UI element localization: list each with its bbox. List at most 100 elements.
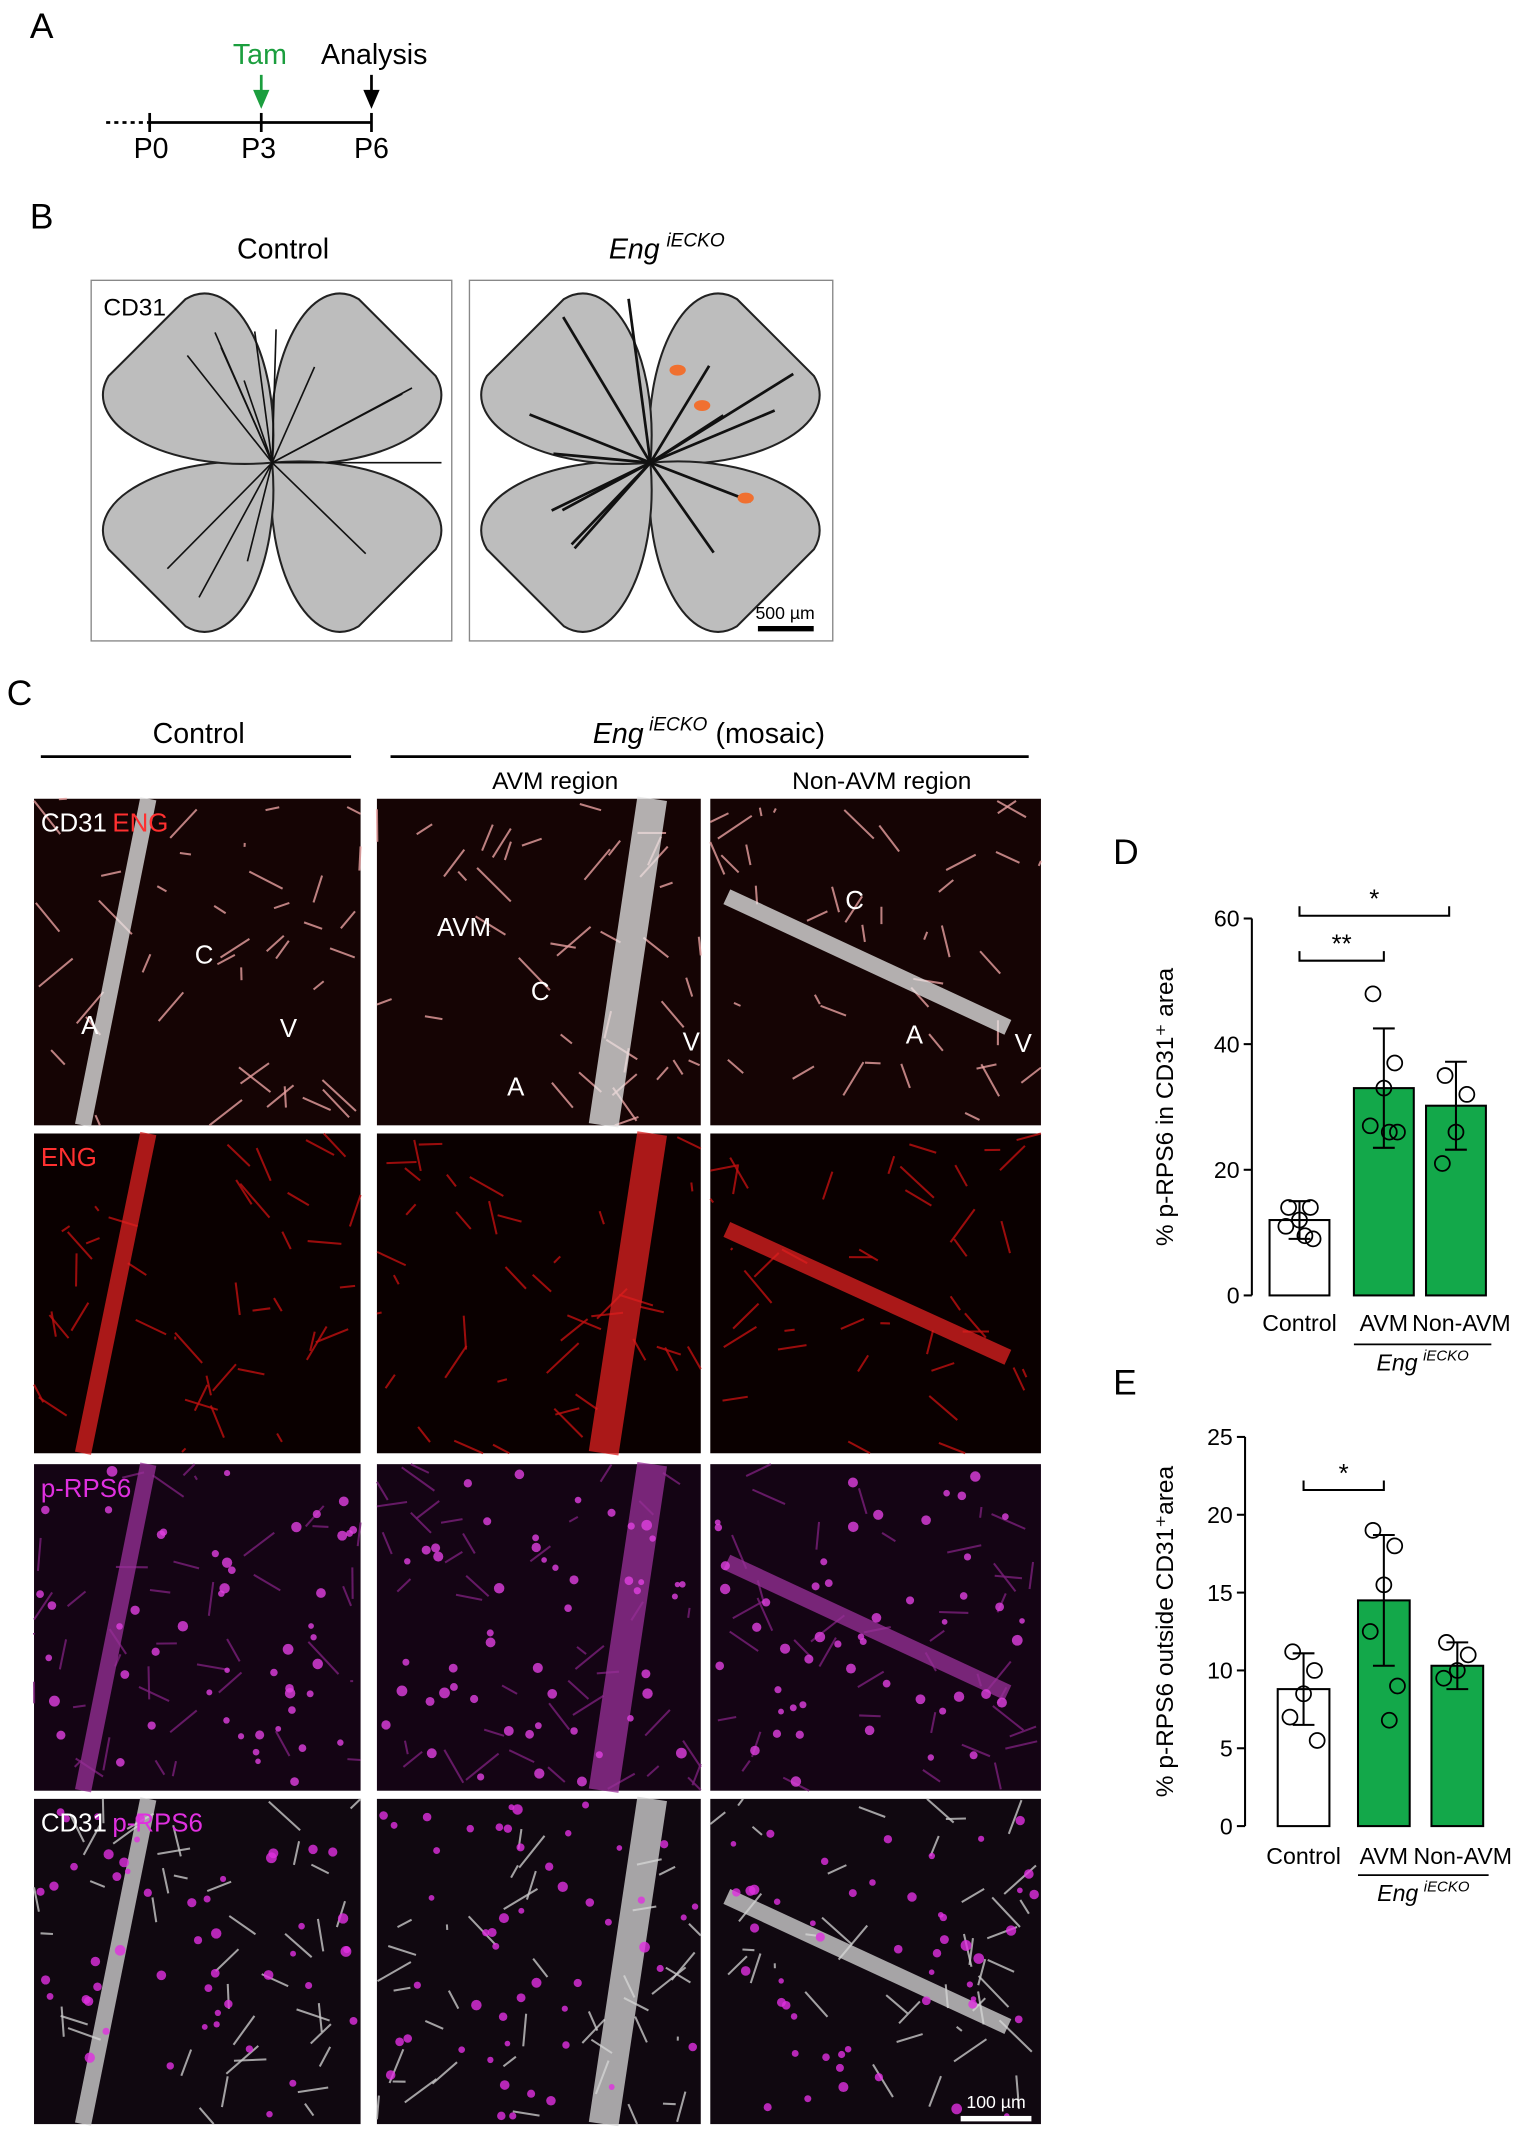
nucleus (634, 1587, 641, 1594)
x-tick-label: AVM (1360, 1843, 1408, 1869)
micrograph (710, 1464, 1041, 1791)
title-sup: iECKO (649, 715, 707, 736)
title-text: Eng (593, 718, 644, 750)
nucleus (973, 1953, 984, 1964)
nucleus (1015, 2015, 1023, 2023)
capillary (663, 2104, 676, 2105)
nucleus (791, 1776, 801, 1786)
nucleus (875, 2073, 883, 2081)
nucleus (825, 1579, 833, 1587)
nucleus (224, 1470, 230, 1476)
nucleus (848, 1522, 859, 1533)
image-annotation: A (507, 1073, 525, 1101)
nucleus (570, 1727, 578, 1735)
nucleus (804, 1655, 813, 1664)
data-point (1387, 1056, 1402, 1071)
nucleus (639, 1942, 650, 1953)
capillary (359, 846, 360, 870)
nucleus (836, 2064, 844, 2072)
nucleus (157, 1970, 167, 1980)
nucleus (906, 1596, 914, 1604)
nucleus (564, 1604, 572, 1612)
nucleus (119, 1857, 129, 1867)
nucleus (525, 1730, 534, 1739)
nucleus (339, 1496, 349, 1506)
nucleus (672, 1593, 678, 1599)
nucleus (224, 2000, 232, 2008)
nucleus (223, 1717, 230, 1724)
nucleus (873, 1510, 883, 1520)
nucleus (692, 1903, 698, 1909)
nucleus (423, 1813, 432, 1822)
nucleus (586, 1898, 595, 1907)
avm-mark (738, 493, 754, 504)
nucleus (308, 1845, 317, 1854)
nucleus (487, 1629, 494, 1636)
nucleus (532, 1543, 541, 1552)
nucleus (532, 1534, 539, 1541)
nucleus (638, 1896, 645, 1903)
panel-label: A (30, 7, 54, 46)
micrograph (377, 1464, 701, 1791)
nucleus (745, 1886, 755, 1896)
nucleus (148, 1721, 156, 1729)
nucleus (1016, 1816, 1025, 1825)
nucleus (942, 1619, 948, 1625)
nucleus (791, 2013, 798, 2020)
nucleus (386, 2070, 396, 2080)
nucleus (494, 1583, 504, 1593)
capillary (419, 1144, 443, 1145)
x-tick-label: Control (1262, 1310, 1337, 1336)
data-point (1438, 1068, 1453, 1083)
y-tick-label: 20 (1214, 1157, 1240, 1183)
capillary (742, 1949, 754, 1950)
nucleus (676, 1748, 687, 1759)
nucleus (938, 1912, 944, 1918)
nucleus (427, 1748, 437, 1758)
group-name: Eng (1376, 1349, 1417, 1375)
micrograph (710, 1133, 1041, 1453)
capillary (41, 1933, 53, 1934)
capillary (865, 1063, 881, 1064)
y-tick-label: 60 (1214, 906, 1240, 932)
nucleus (625, 1576, 634, 1585)
nucleus (978, 1836, 984, 1842)
nucleus (499, 1913, 509, 1923)
nucleus (849, 1889, 857, 1897)
nucleus (688, 2043, 697, 2052)
capillary (859, 1715, 880, 1716)
nucleus (943, 1490, 950, 1497)
nucleus (403, 2034, 412, 2043)
nucleus (792, 2050, 799, 2057)
analysis-arrow-head (363, 90, 379, 109)
panel-label: E (1113, 1364, 1137, 1403)
nucleus (246, 2045, 253, 2052)
nucleus (464, 1479, 472, 1487)
nucleus (995, 1602, 1004, 1611)
nucleus (954, 1691, 964, 1701)
nucleus (774, 1898, 781, 1905)
group-name: Eng (1377, 1880, 1418, 1906)
y-axis-label: % p-RPS6 in CD31⁺ area (1152, 967, 1179, 1246)
nucleus (433, 1847, 440, 1854)
nucleus (638, 1579, 644, 1585)
nucleus (884, 1835, 892, 1843)
nucleus (84, 1997, 93, 2006)
column-subtitle: Non-AVM region (792, 768, 971, 795)
nucleus (218, 1590, 225, 1597)
nucleus (533, 1663, 543, 1673)
nucleus (337, 1739, 343, 1745)
capillary (76, 1253, 77, 1286)
nucleus (202, 2024, 208, 2030)
nucleus (922, 1996, 931, 2005)
nucleus (449, 1664, 458, 1673)
nucleus (617, 1845, 623, 1851)
nucleus (404, 1558, 410, 1564)
nucleus (531, 1978, 541, 1988)
image-annotation: V (1015, 1030, 1033, 1058)
nucleus (649, 1535, 655, 1541)
nucleus (796, 1731, 804, 1739)
nucleus (492, 1943, 499, 1950)
